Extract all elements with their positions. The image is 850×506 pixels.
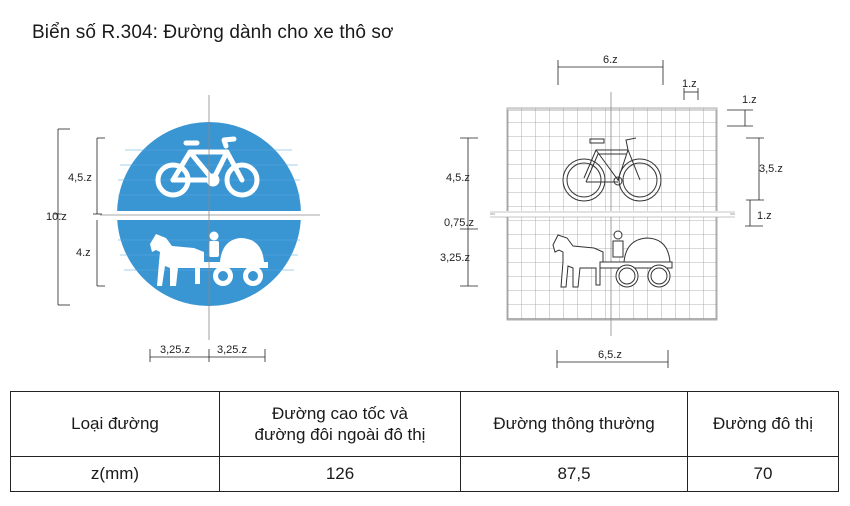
dim-right-height: 3,5.z <box>759 163 783 175</box>
dim-left-total: 10.z <box>46 211 67 223</box>
sign-diagram: 10.z 4,5.z 4.z 3,25.z 3,25.z <box>46 54 783 368</box>
header-expressway-line2: đường đôi ngoài đô thị <box>254 425 426 444</box>
value-expressway: 126 <box>219 456 461 492</box>
dim-left-lower: 4.z <box>76 247 91 259</box>
construction-grid <box>490 92 735 336</box>
value-normal-road: 87,5 <box>460 456 688 492</box>
divider-band <box>110 211 310 220</box>
dim-grid-bottom-width: 6,5.z <box>598 349 622 361</box>
dim-right-cell: 1.z <box>682 78 697 90</box>
dim-left-upper: 4,5.z <box>68 172 92 184</box>
bicycle-icon <box>155 136 260 198</box>
dim-right-top-width: 6.z <box>603 54 618 66</box>
dim-bottom-right: 3,25.z <box>217 344 247 356</box>
value-urban-road: 70 <box>687 456 839 492</box>
left-dimensions <box>54 128 266 362</box>
header-normal-road: Đường thông thường <box>460 391 688 457</box>
header-expressway: Đường cao tốc và đường đôi ngoài đô thị <box>219 391 461 457</box>
horse-cart-outline-icon <box>552 230 673 288</box>
page-title: Biển số R.304: Đường dành cho xe thô sơ <box>32 22 394 43</box>
dim-bottom-left: 3,25.z <box>160 344 190 356</box>
dim-right-bottom-offset: 1.z <box>757 210 772 222</box>
header-road-type: Loại đường <box>10 391 220 457</box>
horse-cart-icon <box>150 231 268 286</box>
row-label: z(mm) <box>10 456 220 492</box>
dim-grid-left-gap: 0,75.z <box>444 217 474 229</box>
r304-sign <box>100 95 320 340</box>
dim-right-top-offset: 1.z <box>742 94 757 106</box>
size-table: Loại đường Đường cao tốc và đường đôi ng… <box>10 391 839 492</box>
right-dimensions <box>460 60 764 368</box>
table-header-row: Loại đường Đường cao tốc và đường đôi ng… <box>10 391 839 457</box>
header-urban-road: Đường đô thị <box>687 391 839 457</box>
dim-grid-left-upper: 4,5.z <box>446 172 470 184</box>
table-row: z(mm) 126 87,5 70 <box>10 456 839 492</box>
dim-grid-left-lower: 3,25.z <box>440 252 470 264</box>
bicycle-outline-icon <box>562 137 662 202</box>
header-expressway-line1: Đường cao tốc và <box>272 404 408 423</box>
